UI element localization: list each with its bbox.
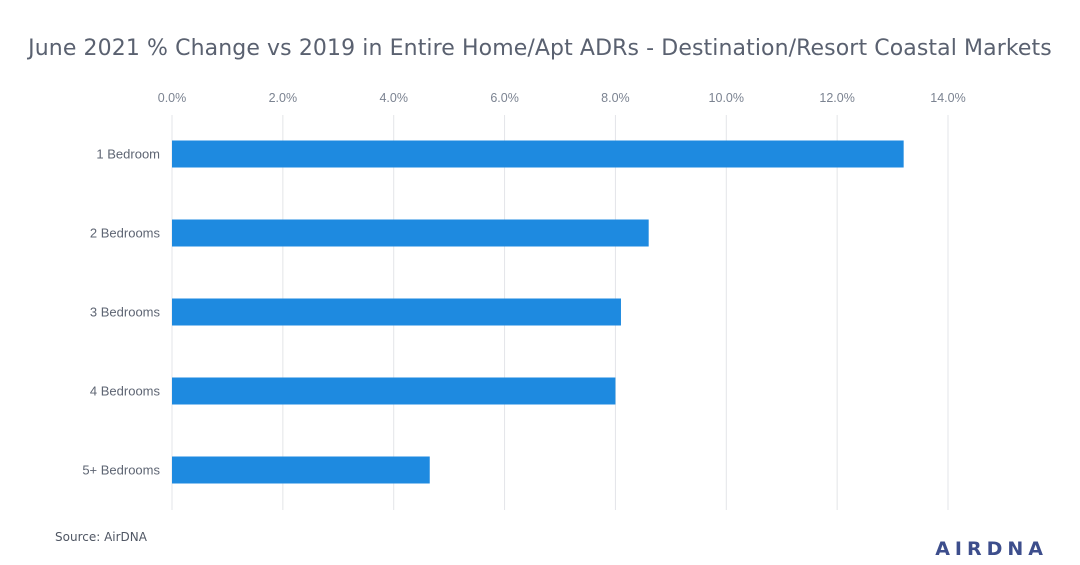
x-tick-label: 8.0% — [601, 91, 630, 105]
bar — [172, 377, 616, 405]
category-label: 5+ Bedrooms — [82, 463, 160, 478]
category-label: 2 Bedrooms — [90, 226, 161, 241]
chart-title: June 2021 % Change vs 2019 in Entire Hom… — [28, 36, 1052, 61]
bars — [172, 140, 904, 484]
bar — [172, 219, 649, 247]
source-note: Source: AirDNA — [55, 530, 147, 544]
category-label: 1 Bedroom — [96, 147, 160, 162]
x-tick-label: 4.0% — [379, 91, 408, 105]
category-label: 4 Bedrooms — [90, 384, 161, 399]
category-labels: 1 Bedroom 2 Bedrooms 3 Bedrooms 4 Bedrooms 5… — [82, 147, 160, 478]
x-tick-label: 14.0% — [930, 91, 965, 105]
x-tick-label: 6.0% — [490, 91, 519, 105]
airdna-logo: AIRDNA — [935, 538, 1048, 560]
bar — [172, 456, 430, 484]
x-tick-labels: 0.0% 2.0% 4.0% 6.0% 8.0% 10.0% 12.0% 14.0% — [158, 91, 966, 105]
x-tick-label: 12.0% — [819, 91, 854, 105]
x-tick-label: 0.0% — [158, 91, 187, 105]
x-tick-label: 2.0% — [269, 91, 298, 105]
x-tick-label: 10.0% — [709, 91, 744, 105]
bar — [172, 298, 621, 326]
category-label: 3 Bedrooms — [90, 305, 161, 320]
bar — [172, 140, 904, 168]
